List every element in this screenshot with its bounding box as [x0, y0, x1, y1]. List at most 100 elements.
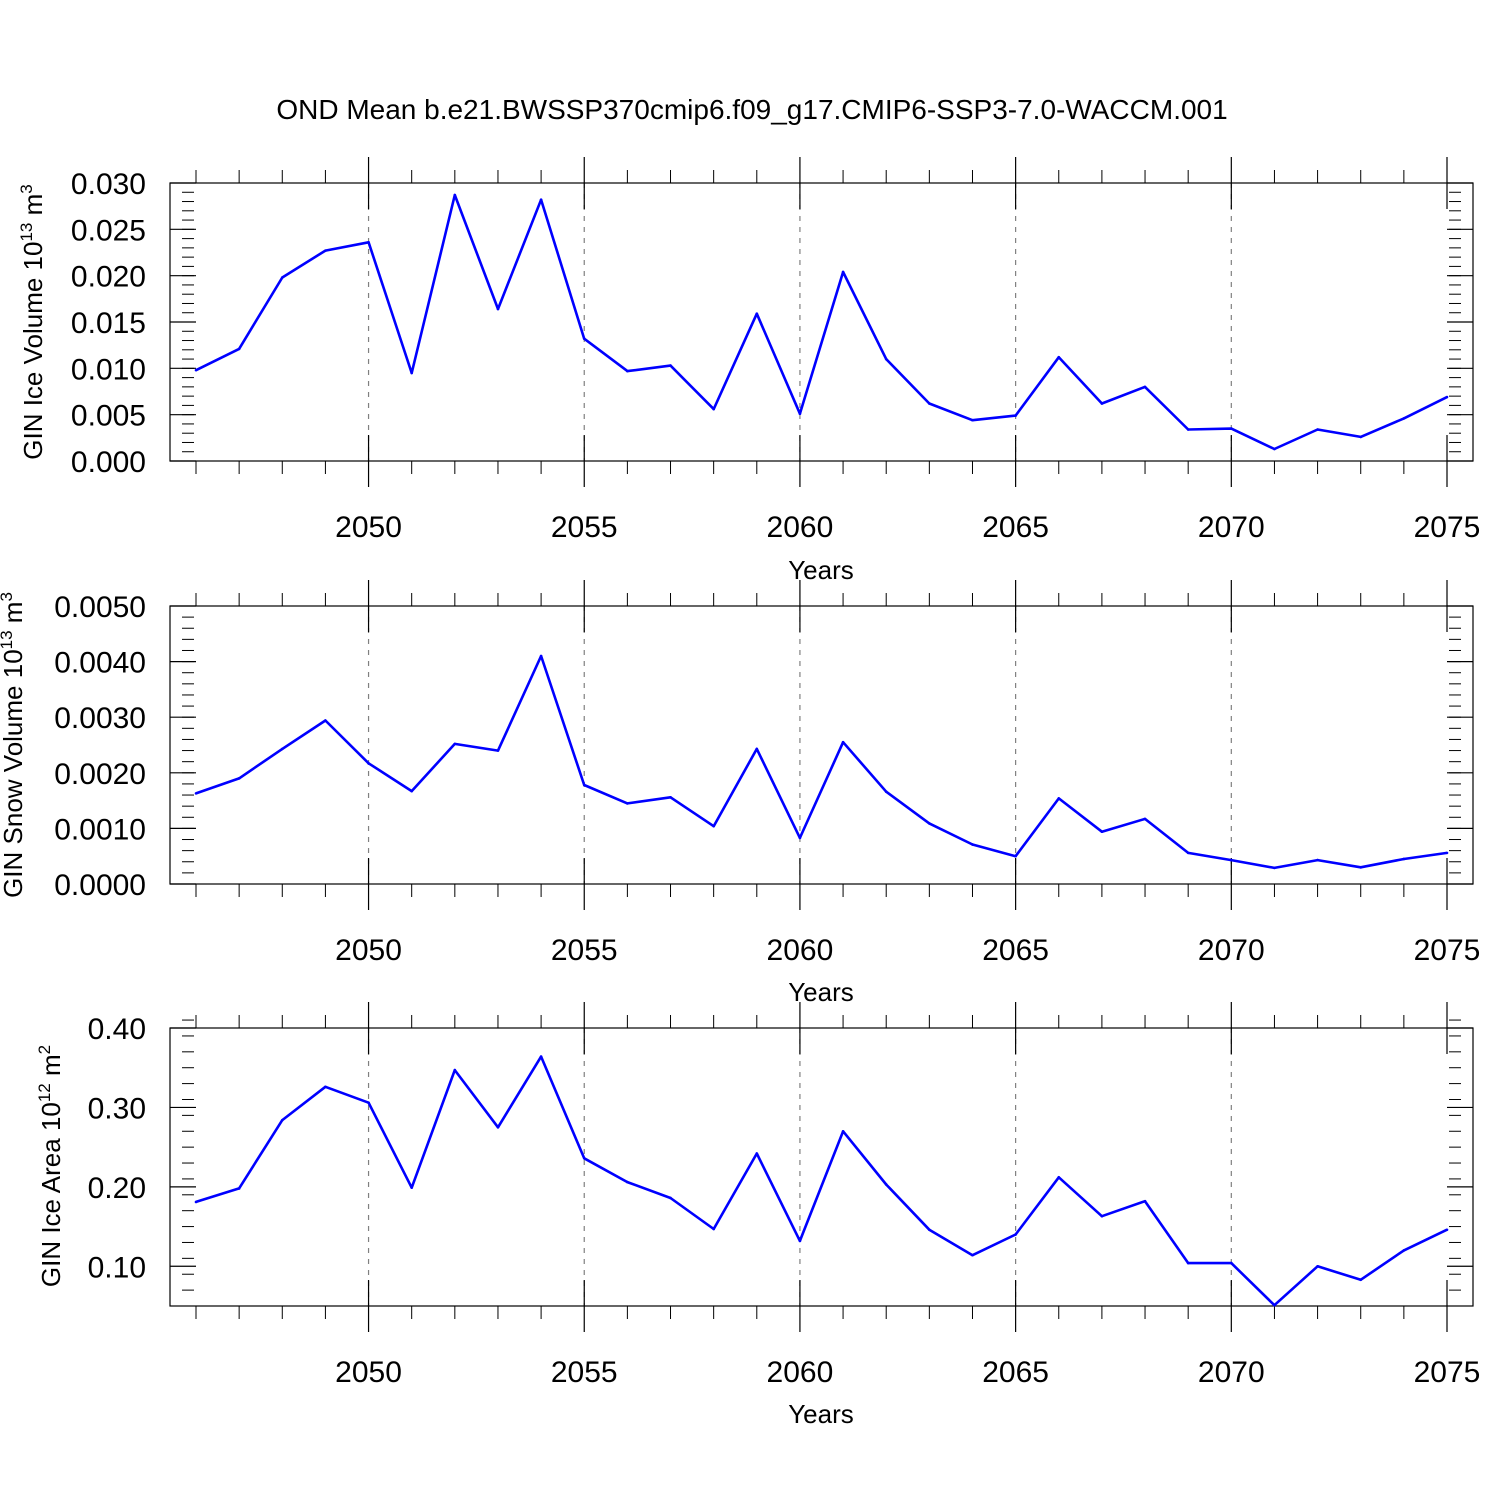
- ice-area-data-point: [1273, 1303, 1276, 1307]
- snow-volume-data-point: [539, 654, 543, 658]
- ice-area-data-point: [1014, 1233, 1017, 1236]
- ice-volume-data-point: [1273, 447, 1276, 451]
- snow-volume-data-point: [1143, 817, 1147, 821]
- ice-area-xlabel: Years: [788, 1399, 854, 1429]
- ice-area-data-point: [453, 1068, 457, 1072]
- snow-volume-xtick-label: 2065: [982, 934, 1049, 967]
- ice-volume-ytick-label: 0.030: [71, 168, 146, 201]
- chart-title: OND Mean b.e21.BWSSP370cmip6.f09_g17.CMI…: [276, 94, 1227, 125]
- snow-volume-data-point: [712, 824, 715, 828]
- ice-area-data-point: [410, 1186, 413, 1189]
- snow-volume-data-point: [410, 789, 413, 793]
- snow-volume-panel: GIN Snow Volume 1013 m3 Years 2050 2055 20…: [0, 580, 1480, 1007]
- ice-volume-data-point: [1316, 428, 1319, 431]
- ice-area-xtick-label: 2050: [335, 1356, 402, 1389]
- ice-area-data-point: [367, 1101, 370, 1104]
- ice-area-ytick-label: 0.10: [88, 1251, 146, 1284]
- ice-volume-xtick-label: 2060: [767, 511, 834, 544]
- ice-area-data-point: [928, 1228, 931, 1232]
- ice-volume-data-point: [367, 241, 370, 244]
- ice-volume-ytick-label: 0.010: [71, 353, 146, 386]
- ice-volume-data-point: [712, 407, 715, 411]
- ice-volume-data-point: [841, 270, 845, 274]
- ice-volume-data-point: [496, 307, 500, 311]
- snow-volume-ytick-label: 0.0010: [54, 813, 146, 846]
- ice-area-data-point: [1359, 1278, 1363, 1282]
- ice-volume-data-point: [1230, 427, 1233, 430]
- ice-area-data-point: [1100, 1214, 1104, 1218]
- snow-volume-data-point: [1186, 851, 1190, 855]
- ice-volume-data-point: [669, 364, 672, 367]
- ice-volume-ytick-label: 0.005: [71, 400, 146, 433]
- snow-volume-data-point: [841, 740, 845, 744]
- snow-volume-xlabel: Years: [788, 977, 854, 1007]
- ice-area-ytick-label: 0.40: [88, 1013, 146, 1046]
- ice-area-data-point: [582, 1156, 586, 1160]
- ice-area-data-point: [755, 1152, 759, 1155]
- snow-volume-data-point: [971, 843, 974, 846]
- ice-volume-xtick-label: 2055: [551, 511, 618, 544]
- ice-area-data-point: [971, 1253, 974, 1257]
- snow-volume-xtick-label: 2070: [1198, 934, 1265, 967]
- snow-volume-xtick-label: 2060: [767, 934, 834, 967]
- snow-volume-ytick-label: 0.0030: [54, 702, 146, 735]
- ice-volume-ytick-label: 0.015: [71, 307, 146, 340]
- ice-volume-data-point: [1445, 395, 1449, 399]
- snow-volume-ytick-label: 0.0050: [54, 591, 146, 624]
- snow-volume-data-point: [1014, 854, 1017, 858]
- ice-area-data-point: [626, 1180, 629, 1184]
- ice-area-xtick-label: 2060: [767, 1356, 834, 1389]
- ice-volume-data-point: [1100, 402, 1104, 405]
- snow-volume-xtick-label: 2075: [1414, 934, 1481, 967]
- ice-area-data-point: [1316, 1264, 1319, 1268]
- ice-volume-data-point: [1057, 355, 1061, 359]
- ice-area-data-point: [324, 1085, 327, 1089]
- snow-volume-data-point: [1100, 830, 1104, 834]
- ice-area-data-point: [237, 1187, 241, 1190]
- ice-area-xtick-label: 2075: [1414, 1356, 1481, 1389]
- snow-volume-xtick-label: 2055: [551, 934, 618, 967]
- snow-volume-data-point: [755, 747, 759, 751]
- ice-area-data-point: [496, 1125, 500, 1129]
- ice-area-series-line: [195, 1055, 1448, 1307]
- ice-area-data-point: [884, 1183, 888, 1186]
- snow-volume-data-point: [453, 742, 457, 746]
- snow-volume-ylabel: GIN Snow Volume 1013 m3: [0, 592, 28, 898]
- snow-volume-data-point: [928, 822, 931, 825]
- ice-volume-ytick-label: 0.025: [71, 214, 146, 247]
- snow-volume-xtick-label: 2050: [335, 934, 402, 967]
- ice-volume-data-point: [324, 249, 327, 252]
- snow-volume-data-point: [280, 747, 284, 751]
- ice-volume-data-point: [626, 369, 629, 373]
- ice-volume-data-point: [237, 347, 241, 351]
- snow-volume-data-point: [626, 802, 629, 805]
- ice-volume-ytick-label: 0.020: [71, 261, 146, 294]
- snow-volume-data-point: [1316, 858, 1319, 862]
- snow-volume-ytick-label: 0.0040: [54, 647, 146, 680]
- ice-volume-data-point: [1143, 385, 1147, 389]
- snow-volume-data-point: [798, 836, 802, 840]
- ice-volume-data-point: [539, 198, 543, 201]
- ice-area-data-point: [539, 1055, 543, 1058]
- ice-area-data-point: [1402, 1249, 1406, 1252]
- snow-volume-data-point: [1402, 857, 1406, 861]
- ice-area-xtick-label: 2055: [551, 1356, 618, 1389]
- ice-volume-series-line: [195, 193, 1448, 451]
- ice-volume-data-point: [1186, 428, 1190, 431]
- ice-area-data-point: [194, 1200, 198, 1204]
- snow-volume-data-point: [496, 749, 500, 752]
- snow-volume-data-point: [1273, 866, 1276, 870]
- ice-area-data-point: [1186, 1261, 1190, 1265]
- snow-volume-data-point: [367, 762, 370, 765]
- ice-area-xtick-label: 2065: [982, 1356, 1049, 1389]
- ice-area-data-point: [280, 1118, 284, 1122]
- snow-volume-data-point: [324, 719, 327, 722]
- ice-volume-frame: [169, 182, 1474, 462]
- ice-volume-data-point: [453, 193, 457, 197]
- ice-volume-data-point: [1402, 417, 1406, 420]
- ice-volume-panel: GIN Ice Volume 1013 m3 Years 2050 2055 206…: [17, 157, 1480, 585]
- ice-volume-data-point: [928, 402, 931, 405]
- ice-area-data-point: [1057, 1176, 1061, 1179]
- snow-volume-data-point: [1057, 797, 1061, 800]
